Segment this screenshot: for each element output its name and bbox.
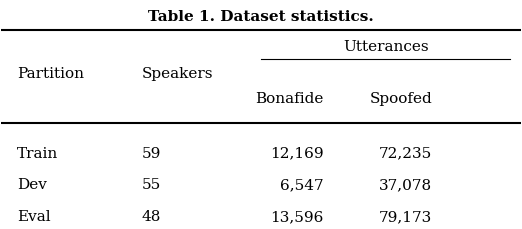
- Text: Dev: Dev: [17, 178, 47, 192]
- Text: 48: 48: [141, 209, 161, 223]
- Text: 13,596: 13,596: [270, 209, 323, 223]
- Text: Partition: Partition: [17, 67, 84, 81]
- Text: Utterances: Utterances: [343, 40, 429, 54]
- Text: Table 1. Dataset statistics.: Table 1. Dataset statistics.: [148, 11, 374, 24]
- Text: Speakers: Speakers: [141, 67, 213, 81]
- Text: 79,173: 79,173: [379, 209, 432, 223]
- Text: 6,547: 6,547: [280, 178, 323, 192]
- Text: 37,078: 37,078: [379, 178, 432, 192]
- Text: Train: Train: [17, 146, 58, 160]
- Text: Bonafide: Bonafide: [255, 92, 323, 106]
- Text: Spoofed: Spoofed: [370, 92, 432, 106]
- Text: 59: 59: [141, 146, 161, 160]
- Text: 12,169: 12,169: [270, 146, 323, 160]
- Text: 72,235: 72,235: [379, 146, 432, 160]
- Text: Eval: Eval: [17, 209, 51, 223]
- Text: 55: 55: [141, 178, 161, 192]
